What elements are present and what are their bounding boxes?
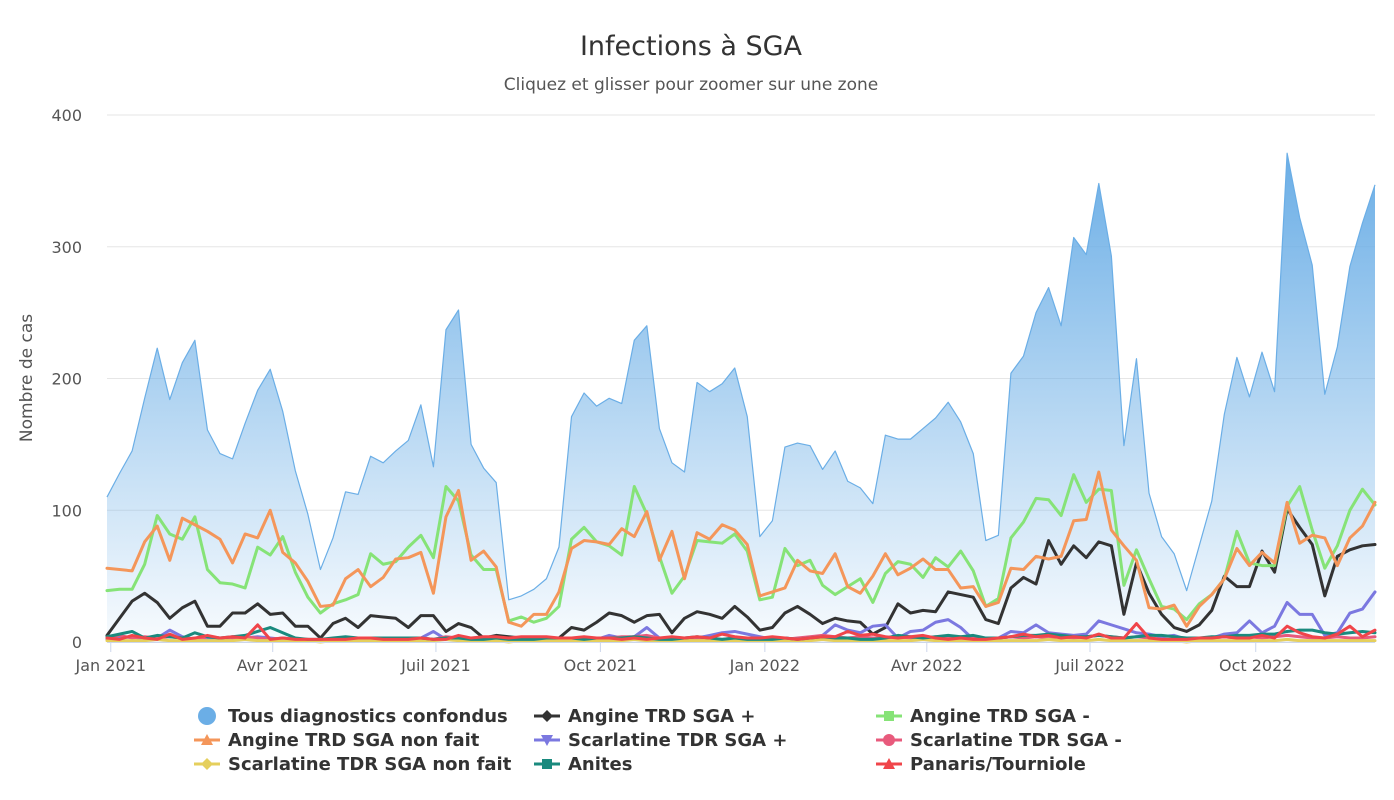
legend-marker	[541, 735, 553, 746]
x-tick-label: Oct 2021	[564, 656, 637, 675]
legend-item[interactable]: Scarlatine TDR SGA -	[876, 730, 1122, 751]
series-area-fill	[107, 153, 1375, 642]
legend-label: Anites	[568, 754, 632, 775]
legend-marker	[883, 734, 895, 746]
y-tick-label: 100	[51, 501, 82, 520]
x-tick-label: Juil 2021	[400, 656, 471, 675]
x-tick-label: Juil 2022	[1054, 656, 1125, 675]
x-tick-label: Avr 2021	[237, 656, 309, 675]
series-line[interactable]	[105, 507, 1377, 640]
chart-title: Infections à SGA	[580, 31, 803, 62]
legend-marker	[541, 710, 553, 722]
series-line[interactable]	[105, 622, 1377, 641]
series-area-line[interactable]	[106, 152, 1376, 601]
legend-label: Angine TRD SGA -	[910, 706, 1090, 727]
legend-marker	[198, 707, 216, 725]
legend: Tous diagnostics confondus Angine TRD SGA…	[194, 706, 1122, 775]
legend-label: Scarlatine TDR SGA non fait	[228, 754, 512, 775]
x-tick-label: Jan 2021	[75, 656, 146, 675]
legend-item[interactable]: Panaris/Tourniole	[876, 754, 1086, 775]
legend-item[interactable]: Scarlatine TDR SGA +	[534, 730, 787, 751]
legend-item[interactable]: Angine TRD SGA -	[876, 706, 1090, 727]
x-tick-label: Oct 2022	[1219, 656, 1292, 675]
legend-marker	[884, 711, 894, 721]
legend-marker	[542, 759, 552, 769]
legend-marker	[883, 758, 895, 769]
legend-label: Scarlatine TDR SGA +	[568, 730, 787, 751]
legend-label: Angine TRD SGA +	[568, 706, 755, 727]
y-tick-label: 400	[51, 106, 82, 125]
legend-item[interactable]: Anites	[534, 754, 632, 775]
y-axis-title: Nombre de cas	[17, 314, 37, 442]
legend-marker	[201, 758, 213, 770]
x-tick-label: Avr 2022	[891, 656, 963, 675]
legend-item[interactable]: Angine TRD SGA +	[534, 706, 755, 727]
x-axis: Jan 2021 Avr 2021 Juil 2021 Oct 2021 Jan 202…	[75, 642, 1375, 675]
legend-label: Scarlatine TDR SGA -	[910, 730, 1122, 751]
legend-item[interactable]: Scarlatine TDR SGA non fait	[194, 754, 512, 775]
y-tick-label: 0	[72, 633, 82, 652]
series-line[interactable]	[105, 470, 1377, 628]
legend-label: Tous diagnostics confondus	[228, 706, 508, 727]
legend-item[interactable]: Tous diagnostics confondus	[198, 706, 508, 727]
lines-layer	[105, 470, 1377, 644]
chart-subtitle: Cliquez et glisser pour zoomer sur une z…	[504, 75, 879, 95]
y-tick-label: 200	[51, 370, 82, 389]
legend-marker	[201, 734, 213, 745]
legend-label: Angine TRD SGA non fait	[228, 730, 480, 751]
x-tick-label: Jan 2022	[729, 656, 800, 675]
area-layer	[106, 152, 1376, 642]
y-tick-label: 300	[51, 238, 82, 257]
legend-item[interactable]: Angine TRD SGA non fait	[194, 730, 480, 751]
legend-label: Panaris/Tourniole	[910, 754, 1086, 775]
